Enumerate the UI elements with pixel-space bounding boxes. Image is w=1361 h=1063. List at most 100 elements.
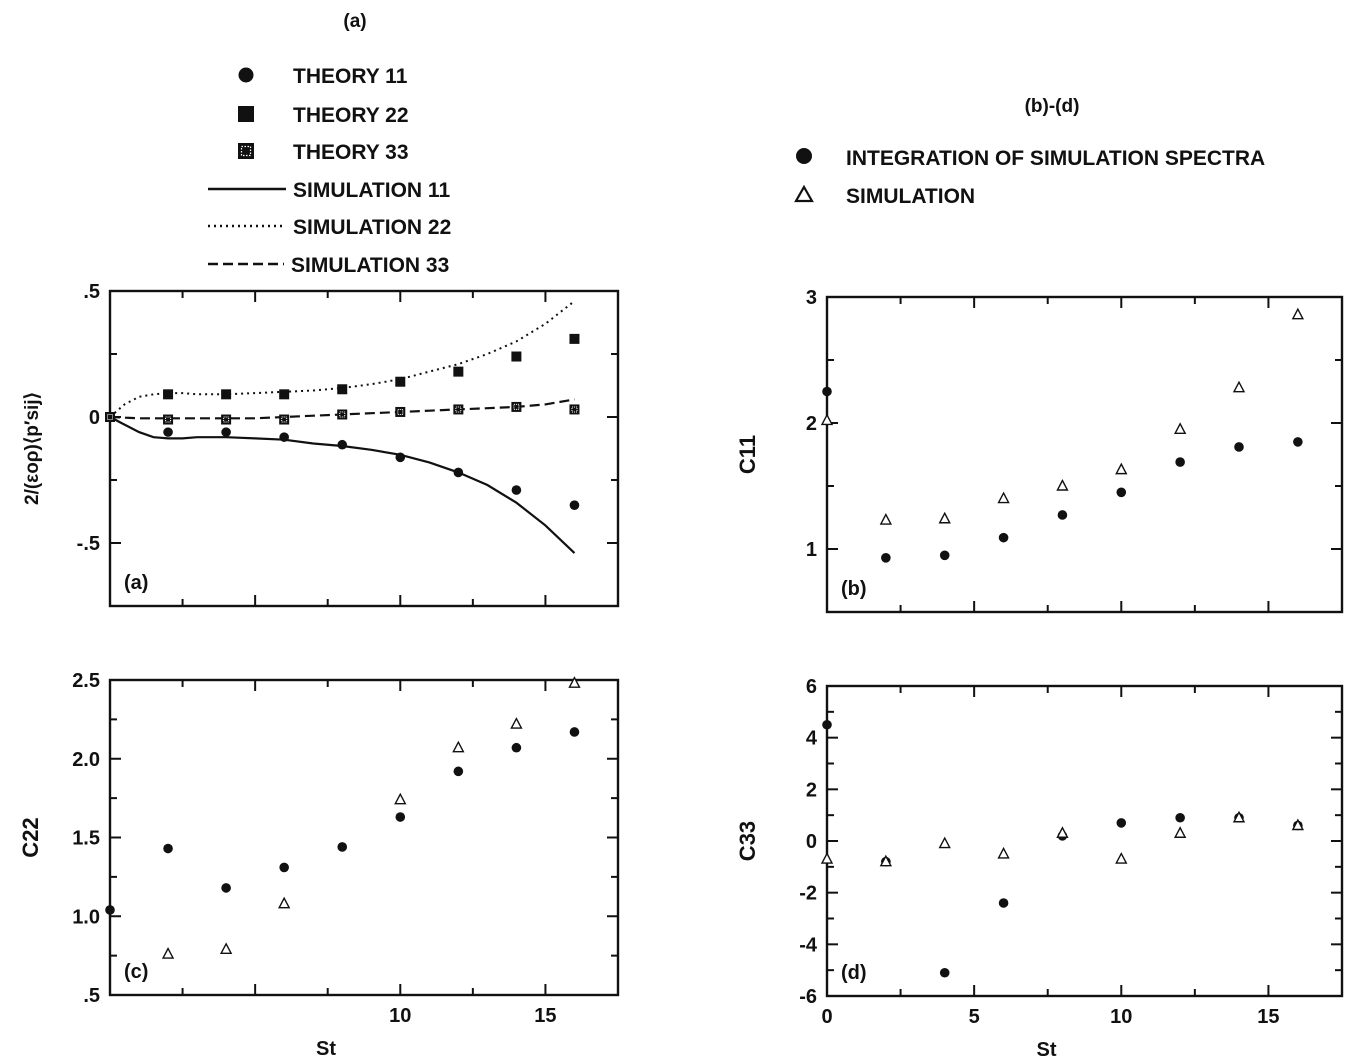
data-point-circle bbox=[395, 452, 406, 463]
y-tick-label: 6 bbox=[806, 676, 817, 698]
x-tick-label: 15 bbox=[534, 1005, 556, 1027]
data-point-square bbox=[221, 389, 232, 400]
x-tick-label: 10 bbox=[1110, 1006, 1132, 1028]
y-tick-label: -6 bbox=[799, 986, 817, 1008]
y-axis-title: 2/(εoρ)⟨p′sij⟩ bbox=[22, 392, 43, 505]
data-point-circle bbox=[337, 842, 348, 852]
data-point-circle bbox=[105, 905, 115, 915]
data-point-circle bbox=[453, 766, 464, 777]
panel-b: 3 2 1 C11 (b) bbox=[735, 287, 1344, 614]
data-point-triangle bbox=[1115, 462, 1128, 475]
data-point-triangle bbox=[820, 413, 834, 426]
series-theory-33 bbox=[105, 401, 580, 425]
data-point-circle bbox=[569, 727, 580, 737]
series-integration-of-simulation-spectra bbox=[822, 386, 1303, 563]
data-point-circle bbox=[511, 742, 522, 753]
series-integration-of-simulation-spectra bbox=[105, 727, 580, 915]
panel-label: (c) bbox=[124, 961, 148, 983]
header-a: (a) bbox=[343, 11, 366, 32]
y-tick-label: 0 bbox=[806, 831, 817, 853]
data-point-triangle bbox=[1291, 818, 1305, 831]
data-point-circle bbox=[998, 898, 1009, 908]
data-point-circle bbox=[221, 427, 231, 437]
data-point-triangle bbox=[938, 836, 951, 849]
x-axis-title: St bbox=[1037, 1039, 1057, 1061]
data-point-circle bbox=[822, 386, 832, 397]
data-point-square-dotted bbox=[337, 409, 348, 420]
legend-a: THEORY 11 THEORY 22 THEORY 33 SIMULATION… bbox=[208, 65, 451, 277]
legend-dotted-square-marker bbox=[238, 143, 254, 159]
data-point-circle bbox=[1116, 487, 1127, 498]
plot-frame bbox=[825, 295, 1344, 614]
series-theory-11 bbox=[105, 412, 580, 511]
marker-dots bbox=[223, 416, 230, 423]
data-point-square-dotted bbox=[511, 401, 522, 412]
legend-a-label-5: SIMULATION 33 bbox=[291, 254, 449, 277]
data-point-circle bbox=[881, 553, 891, 563]
marker-dots bbox=[339, 411, 346, 418]
data-point-square bbox=[395, 376, 406, 387]
data-point-square bbox=[511, 351, 522, 362]
marker-body bbox=[395, 406, 406, 417]
data-point-square bbox=[453, 366, 464, 377]
y-tick-label: .5 bbox=[83, 281, 100, 303]
marker-body bbox=[337, 409, 348, 420]
marker-body bbox=[279, 414, 290, 425]
data-point-square bbox=[337, 384, 348, 395]
data-point-triangle bbox=[820, 852, 834, 864]
y-tick-label: 2 bbox=[806, 413, 817, 435]
data-point-triangle bbox=[1056, 826, 1069, 838]
data-point-triangle bbox=[997, 491, 1010, 504]
data-point-triangle bbox=[1173, 826, 1187, 838]
data-point-circle bbox=[395, 812, 406, 822]
panel-label: (a) bbox=[124, 572, 148, 594]
data-point-circle bbox=[453, 467, 464, 478]
marker-body bbox=[163, 414, 174, 425]
data-point-circle bbox=[221, 883, 231, 893]
data-point-triangle bbox=[394, 792, 407, 805]
data-point-circle bbox=[939, 550, 950, 561]
y-tick-label: -.5 bbox=[77, 533, 100, 555]
y-tick-label: .5 bbox=[83, 985, 100, 1007]
series-simulation bbox=[820, 307, 1305, 525]
plot-frame bbox=[108, 678, 620, 997]
marker-dots bbox=[571, 406, 578, 413]
data-point-circle bbox=[822, 719, 832, 730]
panel-label: (b) bbox=[841, 578, 867, 600]
x-tick-label: 5 bbox=[969, 1006, 980, 1028]
data-point-triangle bbox=[510, 717, 523, 729]
data-point-square bbox=[569, 333, 580, 344]
data-point-circle bbox=[1293, 437, 1303, 447]
series-simulation bbox=[820, 810, 1305, 867]
panel-label: (d) bbox=[841, 962, 867, 984]
marker-dots bbox=[281, 416, 288, 423]
y-tick-label: 1 bbox=[806, 539, 817, 561]
data-point-circle bbox=[1175, 812, 1185, 823]
data-point-triangle bbox=[938, 511, 951, 524]
y-tick-label: -2 bbox=[799, 883, 817, 905]
y-axis-title: C33 bbox=[735, 821, 760, 861]
data-point-circle bbox=[279, 432, 289, 442]
data-point-triangle bbox=[1056, 478, 1069, 491]
legend-a-label-3: SIMULATION 11 bbox=[293, 179, 450, 202]
legend-b-d: INTEGRATION OF SIMULATION SPECTRA SIMULA… bbox=[794, 147, 1265, 208]
y-tick-label: 1.5 bbox=[72, 828, 100, 850]
y-tick-label: 3 bbox=[806, 287, 817, 309]
x-tick-label: 0 bbox=[821, 1006, 832, 1028]
data-point-circle bbox=[1175, 457, 1185, 467]
legend-circle-marker bbox=[238, 67, 254, 83]
data-point-square-dotted bbox=[395, 406, 406, 417]
data-point-circle bbox=[1057, 510, 1068, 520]
y-axis-title: C22 bbox=[18, 817, 43, 857]
y-tick-label: 2.5 bbox=[72, 670, 100, 692]
marker-body bbox=[221, 414, 232, 425]
marker-dots bbox=[513, 403, 520, 410]
data-point-circle bbox=[337, 439, 348, 450]
legend-a-label-4: SIMULATION 22 bbox=[293, 216, 451, 239]
data-point-square-dotted bbox=[453, 404, 464, 415]
data-point-circle bbox=[1116, 818, 1127, 828]
legend-bd-label-1: SIMULATION bbox=[846, 185, 975, 208]
header-b-d: (b)-(d) bbox=[1025, 96, 1080, 117]
y-tick-label: 2.0 bbox=[72, 749, 100, 771]
